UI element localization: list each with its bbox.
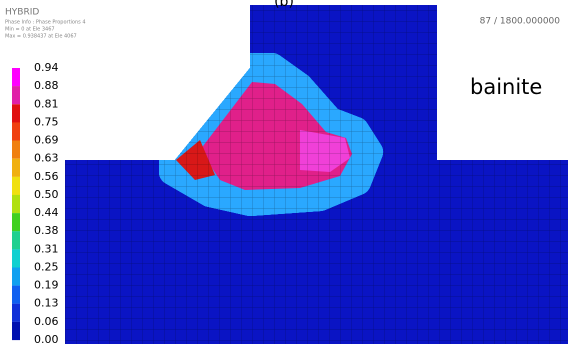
legend-label: 0.88 — [34, 79, 59, 92]
legend-label: 0.63 — [34, 152, 59, 165]
legend-label: 0.94 — [34, 61, 59, 74]
info-line: Phase Info : Phase Proportions 4 — [5, 20, 86, 26]
legend-label: 0.38 — [34, 224, 59, 237]
screenshot: 0.94 0.88 0.81 0.75 0.69 0.63 0.56 0.50 0.44 0.38… — [0, 0, 568, 344]
swatch — [12, 141, 20, 159]
swatch — [12, 86, 20, 104]
legend-label: 0.13 — [34, 297, 59, 310]
swatch — [12, 286, 20, 304]
legend-label: 0.69 — [34, 134, 59, 147]
panel-label: (b) — [274, 0, 294, 10]
swatch — [12, 122, 20, 140]
legend-label: 0.56 — [34, 170, 59, 183]
swatch — [12, 159, 20, 177]
swatch — [12, 213, 20, 231]
step-counter: 87 / 1800.000000 — [480, 17, 561, 27]
info-line: Max = 0.938437 at Ele 4067 — [5, 34, 77, 40]
swatch — [12, 68, 20, 86]
swatch — [12, 268, 20, 286]
legend-label: 0.25 — [34, 260, 59, 273]
legend-label: 0.81 — [34, 97, 59, 110]
legend-label: 0.50 — [34, 188, 59, 201]
legend-label: 0.44 — [34, 206, 59, 219]
legend-label: 0.06 — [34, 315, 59, 328]
page: 0.94 0.88 0.81 0.75 0.69 0.63 0.56 0.50 0.44 0.38… — [0, 0, 568, 344]
info-line: Min = 0 at Ele 3467 — [5, 27, 55, 33]
legend-label: 0.19 — [34, 279, 59, 292]
legend-label: 0.31 — [34, 242, 59, 255]
color-bar — [12, 68, 20, 340]
swatch — [12, 322, 20, 340]
domain — [0, 0, 568, 344]
swatch — [12, 304, 20, 322]
legend-label: 0.75 — [34, 115, 59, 128]
phase-label: bainite — [470, 75, 542, 99]
swatch — [12, 104, 20, 122]
swatch — [12, 231, 20, 249]
swatch — [12, 249, 20, 267]
swatch — [12, 177, 20, 195]
app-name: HYBRID — [5, 8, 39, 18]
legend-label: 0.00 — [34, 333, 59, 344]
swatch — [12, 195, 20, 213]
legend-labels: 0.94 0.88 0.81 0.75 0.69 0.63 0.56 0.50 0.44 0.38… — [34, 61, 59, 344]
